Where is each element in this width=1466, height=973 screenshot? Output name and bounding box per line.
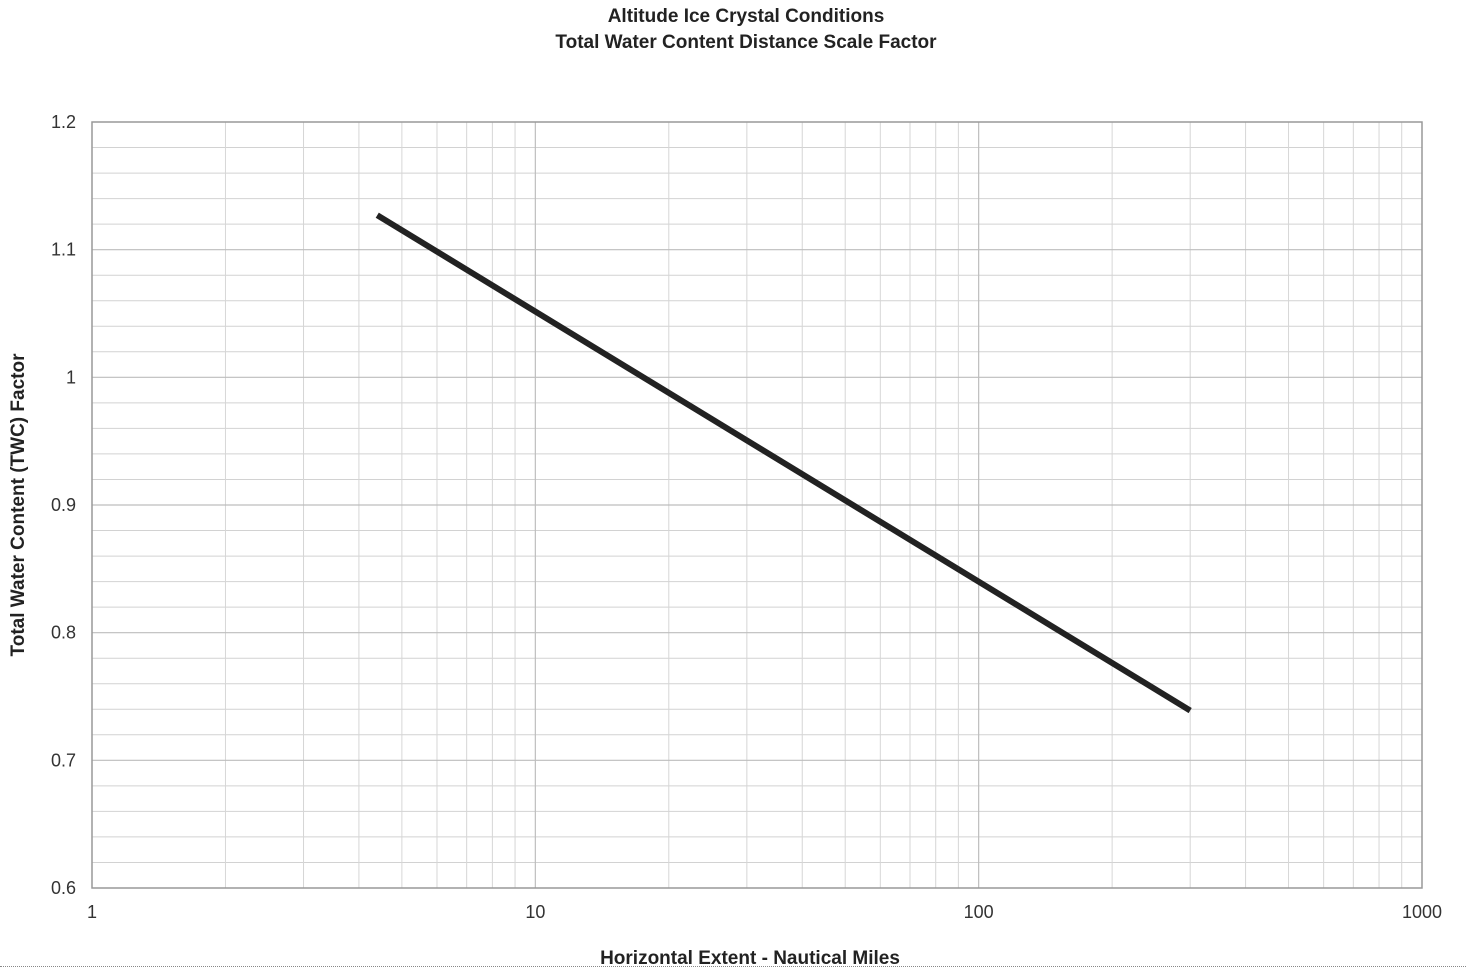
bottom-divider (0, 966, 1466, 967)
y-tick-label: 1 (66, 367, 76, 387)
x-tick-label: 1 (87, 902, 97, 922)
y-tick-label: 0.9 (51, 495, 76, 515)
y-axis-ticks: 0.6 0.7 0.8 0.9 1 1.1 1.2 (51, 112, 76, 898)
y-tick-label: 0.6 (51, 878, 76, 898)
y-tick-label: 1.1 (51, 240, 76, 260)
chart-title: Altitude Ice Crystal Conditions (607, 6, 885, 27)
x-axis-label: Horizontal Extent - Nautical Miles (600, 948, 900, 969)
plot-area-frame (91, 121, 1423, 889)
y-axis-label: Total Water Content (TWC) Factor (8, 353, 29, 657)
major-gridlines (92, 122, 1422, 888)
chart-subtitle: Total Water Content Distance Scale Facto… (555, 32, 937, 53)
x-tick-label: 10 (525, 902, 545, 922)
series-line (375, 212, 1192, 714)
x-axis-ticks: 1 10 100 1000 (87, 902, 1442, 922)
x-tick-label: 1000 (1402, 902, 1442, 922)
data-series (375, 212, 1192, 714)
y-tick-label: 1.2 (51, 112, 76, 132)
y-tick-label: 0.8 (51, 623, 76, 643)
minor-gridlines-horizontal (92, 147, 1422, 863)
y-tick-label: 0.7 (51, 750, 76, 770)
x-tick-label: 100 (964, 902, 994, 922)
chart-title-block: Altitude Ice Crystal Conditions Total Wa… (0, 4, 1466, 56)
